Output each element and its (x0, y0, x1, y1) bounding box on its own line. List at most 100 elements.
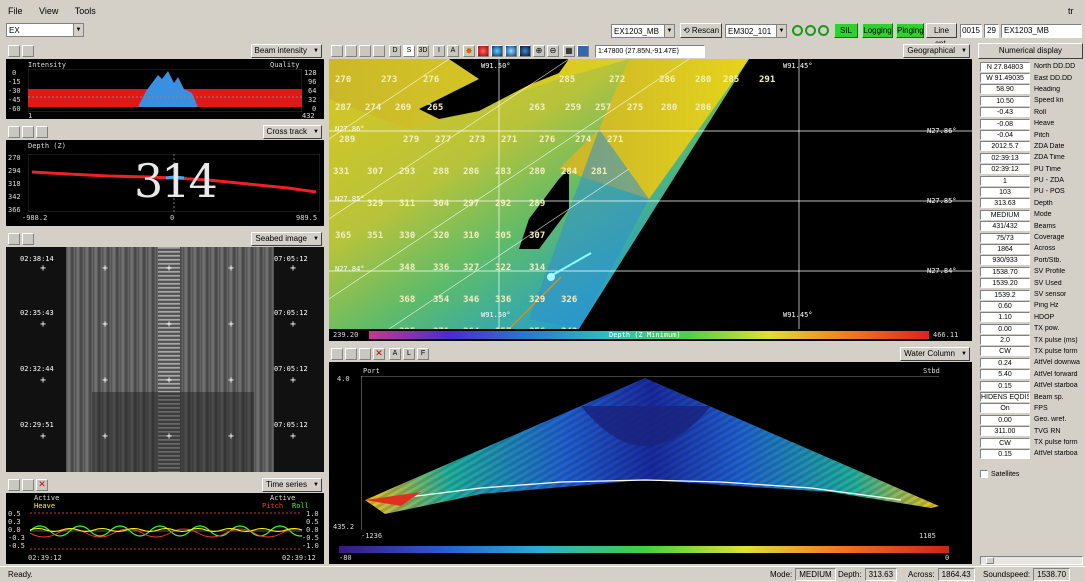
time-series-plot: Active Heave Active Pitch Roll 0.5 0.3 0… (6, 493, 324, 564)
cross-x-mid: 0 (170, 214, 175, 222)
l-button[interactable]: L (403, 348, 415, 360)
scroll-thumb[interactable] (986, 557, 994, 564)
save-icon[interactable] (345, 348, 357, 360)
numerical-hscrollbar[interactable] (980, 556, 1083, 565)
menu-tools[interactable]: Tools (74, 6, 96, 16)
numerical-label: AttVel starboa (1034, 450, 1078, 458)
a-button[interactable]: A (389, 348, 401, 360)
numerical-row: 75/73 Coverage (980, 232, 1085, 243)
satellites-checkbox[interactable] (980, 470, 988, 478)
save-icon[interactable] (22, 45, 34, 57)
seabed-view-select[interactable]: Seabed image (251, 232, 322, 246)
satellites-label: Satellites (991, 470, 1020, 478)
numerical-label: AttVel starboa (1034, 382, 1078, 390)
globe-red-icon[interactable] (477, 45, 489, 57)
depth-contour-label: 270 (335, 75, 352, 85)
numerical-row: 2.0 TX pulse (ms) (980, 334, 1085, 346)
numerical-row: 1 PU - ZDA (980, 175, 1085, 186)
save-icon[interactable] (22, 479, 34, 491)
numerical-value: 0.15 (980, 448, 1030, 459)
save-icon[interactable] (22, 126, 34, 138)
wrench-icon[interactable] (8, 233, 20, 245)
numerical-label: PU Time (1034, 165, 1061, 173)
sil-button[interactable]: SIL (834, 23, 858, 38)
beam-view-select[interactable]: Beam intensity (250, 44, 322, 58)
geo-view-select[interactable]: Geographical (903, 44, 970, 58)
print-icon[interactable] (373, 45, 385, 57)
project-combo[interactable]: EX ▼ (6, 23, 84, 37)
numerical-display-header[interactable]: Numerical display (978, 43, 1083, 59)
menu-view[interactable]: View (39, 6, 59, 16)
grid-marker-icon: + (40, 431, 46, 442)
zoom-in-icon[interactable]: ⊕ (533, 45, 545, 57)
wc-view-select[interactable]: Water Column (900, 347, 970, 361)
line-number-field[interactable]: 0015 (960, 24, 982, 38)
ship-combo[interactable]: EX1203_MB ▼ (611, 24, 675, 38)
s-view-button[interactable]: S (403, 45, 415, 57)
depth-axis-label: Depth (Z) (28, 142, 66, 150)
depth-contour-label: 354 (433, 295, 450, 305)
wrench-icon[interactable] (331, 348, 343, 360)
wrench-icon[interactable] (8, 45, 20, 57)
depth-contour-label: 286 (463, 167, 480, 177)
wrench-icon[interactable] (8, 126, 20, 138)
numerical-label: HDOP (1034, 313, 1055, 321)
globe-dark-icon[interactable] (519, 45, 531, 57)
beam-tick-right: 96 (308, 78, 317, 86)
rescan-button[interactable]: ⟲ Rescan (680, 23, 722, 38)
cross-panel-header: Cross track (6, 124, 324, 140)
depth-colorbar: 239.20 Depth (Z Minimum) 466.11 (329, 329, 972, 341)
3d-view-button[interactable]: 3D (417, 45, 429, 57)
numerical-value: 2.0 (980, 335, 1030, 346)
swath-coverage (329, 59, 972, 329)
numerical-value: CW (980, 346, 1030, 357)
line-sub-number-field[interactable]: 29 (984, 24, 999, 38)
cross-view-select[interactable]: Cross track (262, 125, 322, 139)
menu-file[interactable]: File (8, 6, 23, 16)
pencil-icon[interactable] (36, 126, 48, 138)
pencil-icon[interactable] (359, 45, 371, 57)
numerical-value: -0.08 (980, 118, 1030, 129)
survey-name-field[interactable]: EX1203_MB (1001, 24, 1082, 38)
numerical-value: 02:39:13 (980, 152, 1030, 163)
measure-icon[interactable]: A (447, 45, 459, 57)
numerical-label: SV sensor (1034, 291, 1067, 298)
globe-icon[interactable] (491, 45, 503, 57)
sensor-combo[interactable]: EM302_101 ▼ (725, 24, 787, 38)
logging-button[interactable]: Logging (862, 23, 893, 38)
wrench-icon[interactable] (8, 479, 20, 491)
lon-label: W91.50° (481, 311, 511, 319)
seabed-image-plot: 02:38:14 07:05:12 02:35:43 07:05:12 02:3… (6, 247, 324, 472)
status-across-value: 1864.43 (937, 568, 975, 581)
line-count-button[interactable]: Line cnt. (926, 23, 957, 48)
numerical-value: 1539.20 (980, 278, 1030, 289)
pencil-icon[interactable] (359, 348, 371, 360)
save-icon[interactable] (345, 45, 357, 57)
sun-icon[interactable]: ✸ (463, 45, 475, 57)
depth-contour-label: 273 (381, 75, 398, 85)
depth-contour-label: 279 (403, 135, 420, 145)
layer-icon[interactable] (577, 45, 589, 57)
clear-icon[interactable]: ✕ (36, 479, 48, 491)
status-across: Across: 1864.43 (908, 568, 975, 581)
status-indicator-3-icon (818, 25, 829, 36)
globe-blue-icon[interactable] (505, 45, 517, 57)
zoom-out-icon[interactable]: ⊖ (547, 45, 559, 57)
f-button[interactable]: F (417, 348, 429, 360)
map-scale-display: 1:47800 (27.85N,-91.47E) (595, 45, 705, 58)
info-button[interactable]: I (433, 45, 445, 57)
numerical-value: 58.90 (980, 84, 1030, 95)
clear-icon[interactable]: ✕ (373, 348, 385, 360)
depth-contour-label: 304 (433, 199, 450, 209)
depth-contour-label: 271 (501, 135, 518, 145)
depth-contour-label: 368 (399, 295, 416, 305)
grid-icon[interactable]: ▦ (563, 45, 575, 57)
pinging-button[interactable]: Pinging (896, 23, 924, 38)
d-view-button[interactable]: D (389, 45, 401, 57)
wrench-icon[interactable] (331, 45, 343, 57)
status-mode-value: MEDIUM (795, 568, 836, 581)
print-icon[interactable] (22, 233, 34, 245)
depth-contour-label: 289 (339, 135, 356, 145)
timeseries-view-select[interactable]: Time series (261, 478, 322, 492)
depth-contour-label: 320 (433, 231, 450, 241)
